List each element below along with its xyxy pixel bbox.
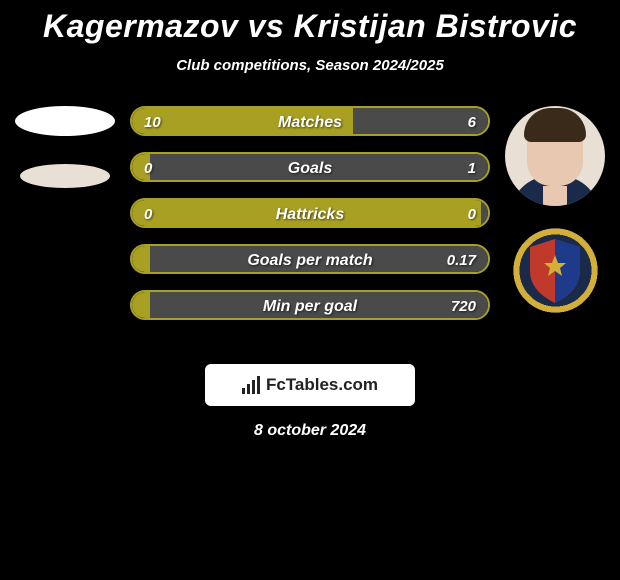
player-avatar-placeholder [15, 106, 115, 136]
stat-value-right: 1 [468, 154, 476, 182]
stat-label: Min per goal [132, 292, 488, 320]
stat-row: Matches10 6 [130, 106, 490, 136]
stat-row: Hattricks0 0 [130, 198, 490, 228]
stat-row: Goals per match0.17 [130, 244, 490, 274]
stat-value-right: 6 [468, 108, 476, 136]
club-badge-placeholder [20, 164, 110, 188]
stat-label: Goals per match [132, 246, 488, 274]
comparison-title: Kagermazov vs Kristijan Bistrovic [0, 0, 620, 45]
comparison-subtitle: Club competitions, Season 2024/2025 [0, 57, 620, 74]
stat-label: Matches [132, 108, 488, 136]
stat-value-left: 10 [144, 108, 161, 136]
stat-label: Hattricks [132, 200, 488, 228]
stat-value-left: 0 [144, 200, 152, 228]
comparison-content: Matches106Goals01Hattricks00Goals per ma… [0, 106, 620, 356]
stat-row: Goals0 1 [130, 152, 490, 182]
stats-container: Matches106Goals01Hattricks00Goals per ma… [130, 106, 490, 320]
left-player-column [0, 106, 130, 188]
stat-value-left: 0 [144, 154, 152, 182]
player-avatar [505, 106, 605, 206]
stat-label: Goals [132, 154, 488, 182]
stat-value-right: 720 [451, 292, 476, 320]
logo-bars-icon [242, 376, 260, 394]
stat-value-right: 0.17 [447, 246, 476, 274]
stat-row: Min per goal720 [130, 290, 490, 320]
stat-value-right: 0 [468, 200, 476, 228]
right-player-column [490, 106, 620, 313]
snapshot-date: 8 october 2024 [0, 422, 620, 440]
club-badge [513, 228, 598, 313]
brand-name: FcTables.com [266, 375, 378, 395]
brand-logo: FcTables.com [205, 364, 415, 406]
shield-icon [526, 237, 584, 305]
